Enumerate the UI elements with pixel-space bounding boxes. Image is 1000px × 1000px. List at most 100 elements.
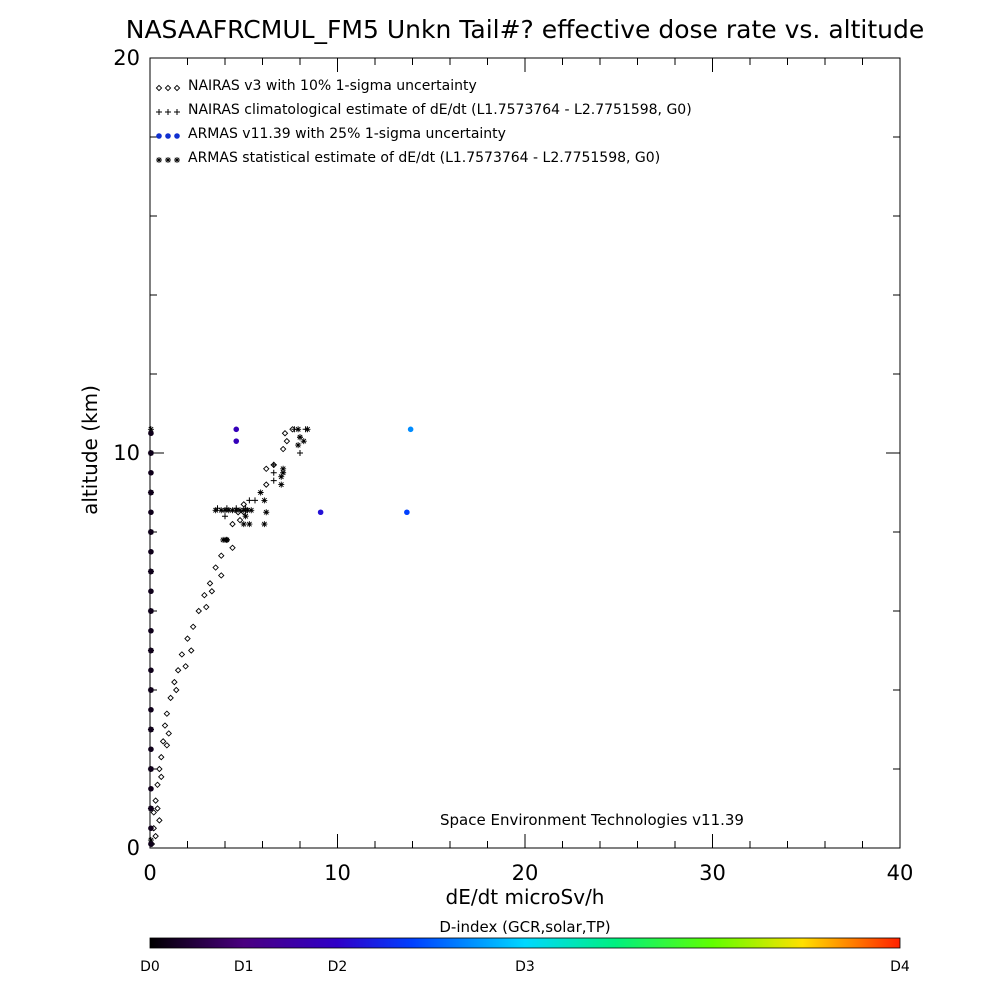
data-point-diamond [150,809,157,816]
legend-marker-diamond [164,84,172,92]
data-point-star [263,509,270,516]
data-point-dot [148,805,154,812]
plot-frame [149,57,901,849]
data-point-dot [148,548,154,555]
data-point-dot [317,509,324,516]
data-point-star [225,507,232,514]
y-axis-label: altitude (km) [78,385,102,515]
data-point-star [304,426,311,433]
data-point-diamond [152,797,159,804]
data-point-diamond [184,635,191,642]
data-point-star [248,507,255,514]
data-point-dot [148,841,154,847]
x-tick-label: 20 [512,861,539,885]
legend-label: NAIRAS v3 with 10% 1-sigma uncertainty [188,78,477,94]
data-point-star [297,434,303,441]
data-point-plus [222,513,228,520]
data-point-dot [148,706,154,713]
legend-marker-diamond [155,84,163,92]
data-point-plus [252,497,258,504]
data-point-diamond [240,501,247,508]
colorbar-label: D0 [140,959,160,975]
data-point-diamond [195,607,202,615]
data-point-dot [148,667,154,674]
data-point-plus [270,477,277,484]
data-point-diamond [206,580,214,587]
colorbar-gradient [149,937,901,949]
data-point-star [147,837,154,844]
data-marks [147,426,414,848]
data-point-diamond [212,564,219,571]
data-point-diamond [158,753,165,761]
data-point-star [261,521,268,528]
colorbar-label: D3 [515,959,535,975]
data-point-diamond [281,430,289,437]
data-point-diamond [229,544,236,552]
data-point-diamond [236,516,244,524]
data-point-diamond [174,667,182,674]
legend-marker-star [174,157,180,163]
data-point-dot [148,627,154,634]
data-point-star [278,473,285,480]
data-point-dot [148,529,154,535]
data-point-dot [233,438,240,444]
data-point-diamond [229,520,236,528]
data-point-diamond [203,603,210,611]
data-point-diamond [182,663,189,670]
data-point-plus [270,469,277,476]
data-point-diamond [208,588,216,595]
credit-text: Space Environment Technologies v11.39 [440,811,744,829]
data-point-dot [407,426,414,433]
series-star [147,426,311,844]
colorbar-label: D2 [328,959,348,975]
data-point-diamond [165,730,172,737]
series-dot [148,426,414,847]
data-point-diamond [161,722,169,729]
data-point-plus [297,450,303,456]
data-point-star [295,442,302,449]
legend-marker-dot [174,133,180,139]
data-point-dot [148,766,154,772]
colorbar-label: D1 [234,959,254,975]
data-point-dot [148,430,154,437]
data-point-diamond [173,686,180,694]
data-point-diamond [263,481,270,488]
data-point-dot [148,568,154,575]
data-point-diamond [279,445,287,453]
colorbar-title: D-index (GCR,solar,TP) [439,918,610,936]
data-point-dot [148,489,154,496]
data-point-dot [148,746,154,753]
data-point-star [300,438,307,445]
data-point-dot [148,450,154,456]
x-tick-label: 10 [324,861,351,885]
data-point-dot [404,509,410,516]
plot-area: 0 10 20 30 40 0 10 20 [113,46,913,885]
data-point-diamond [218,552,225,559]
data-point-star [257,489,264,496]
data-point-dot [148,726,154,733]
data-point-star [240,507,247,514]
data-point-dot [148,825,154,832]
data-point-dot [148,785,154,792]
data-point-dot [148,687,154,693]
data-point-diamond [159,738,167,745]
x-tick-label: 40 [887,861,914,885]
data-point-star [242,513,249,520]
data-point-star [218,507,225,514]
data-point-dot [148,647,154,654]
data-point-star [240,521,247,528]
data-point-star [246,521,253,528]
legend-marker-star [165,157,171,163]
data-point-dot [233,426,240,433]
data-point-dot [148,509,154,516]
data-point-diamond [163,710,171,717]
legend-marker-diamond [173,84,181,92]
data-point-diamond [178,651,186,658]
x-tick-label: 30 [699,861,726,885]
data-point-diamond [263,465,270,473]
data-point-star [222,507,228,514]
legend-marker-dot [156,133,162,139]
data-point-star [295,426,302,433]
data-point-plus [270,461,277,468]
colorbar-label: D4 [890,959,910,975]
